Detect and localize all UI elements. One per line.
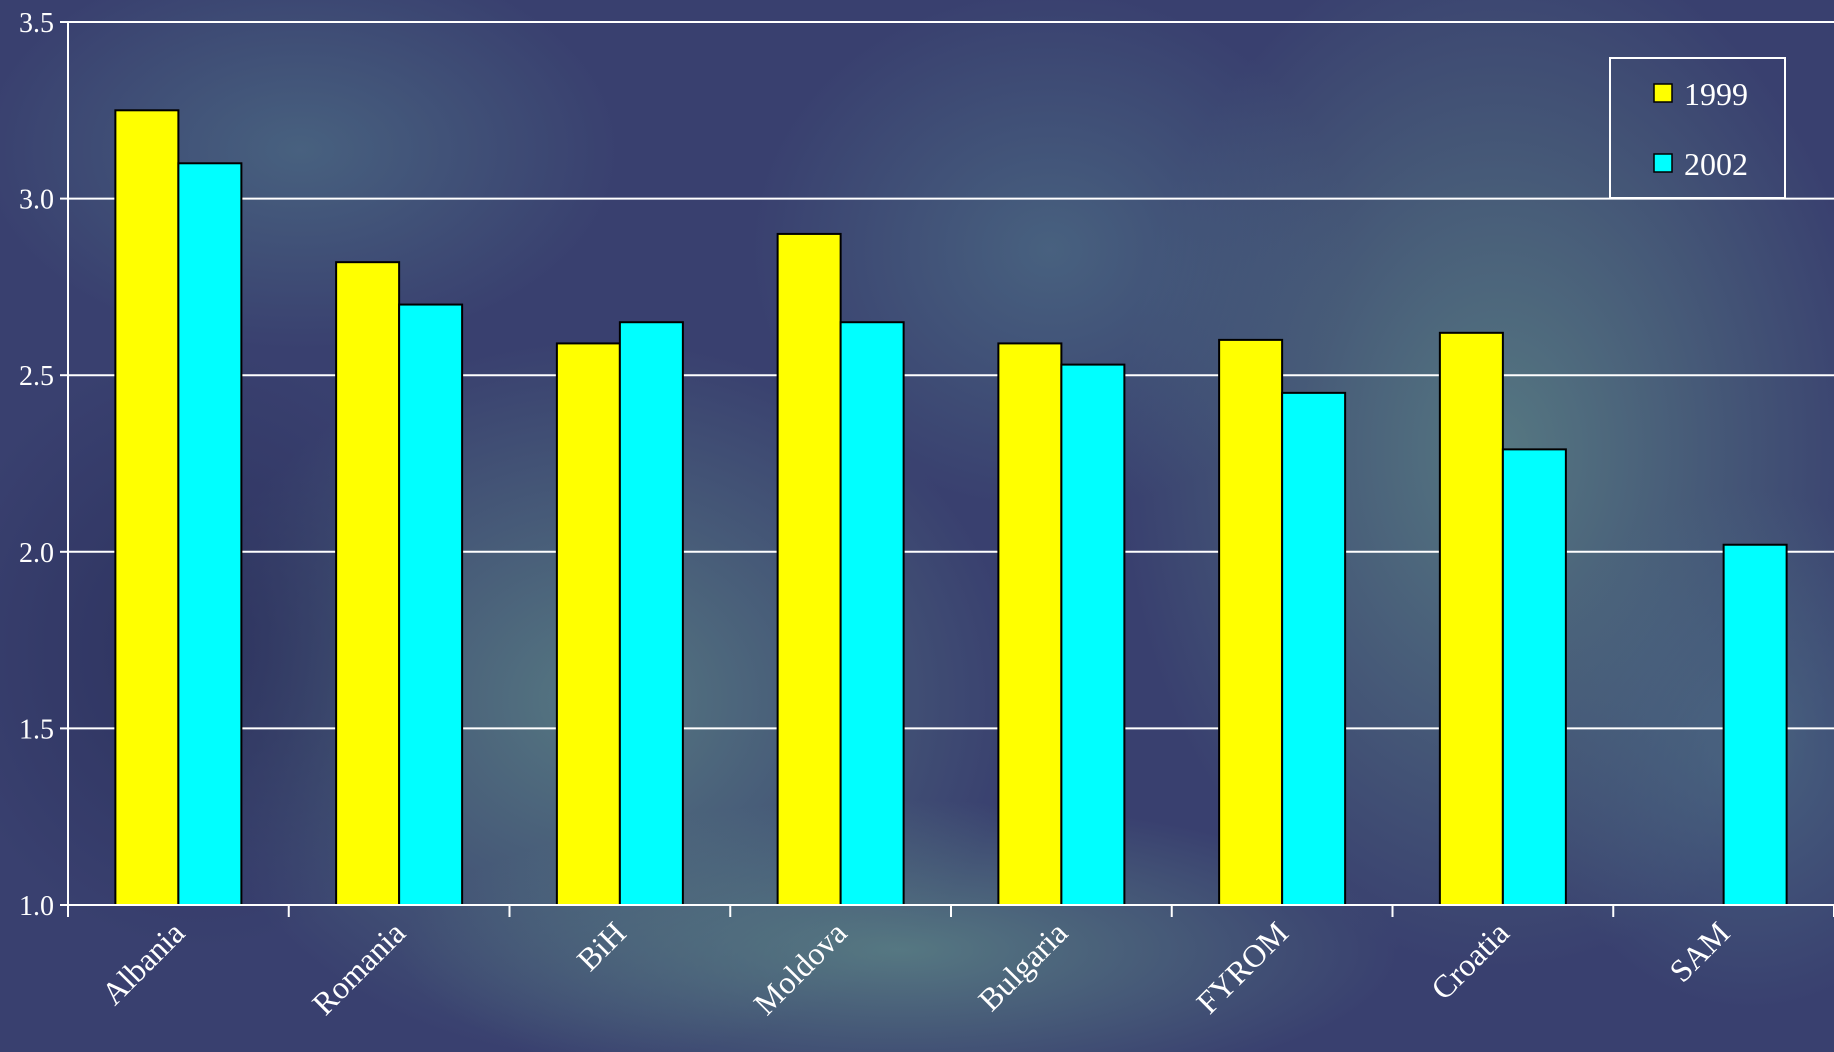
bar-1999-romania bbox=[335, 261, 401, 906]
legend-swatch-2002 bbox=[1653, 153, 1673, 173]
bar-1999-croatia bbox=[1438, 331, 1504, 907]
y-tick-label: 3.0 bbox=[19, 185, 54, 216]
y-tick-label: 2.5 bbox=[19, 361, 54, 392]
bar-2002-bih bbox=[618, 321, 684, 907]
x-tick-label: Bulgaria bbox=[971, 914, 1074, 1017]
bar-1999-albania bbox=[114, 109, 180, 907]
bar-1999-bih bbox=[555, 342, 621, 906]
x-tick-label: Croatia bbox=[1424, 914, 1516, 1006]
bar-2002-romania bbox=[398, 303, 464, 906]
bar-2002-albania bbox=[177, 162, 243, 906]
bar-2002-bulgaria bbox=[1060, 363, 1126, 906]
grid-lines bbox=[68, 21, 1834, 730]
legend-label-2002: 2002 bbox=[1684, 146, 1748, 182]
legend-label-1999: 1999 bbox=[1684, 76, 1748, 112]
x-tick-label: Albania bbox=[94, 914, 191, 1011]
bar-2002-croatia bbox=[1501, 448, 1567, 906]
x-tick-label: BiH bbox=[570, 914, 633, 977]
y-tick-label: 2.0 bbox=[19, 538, 54, 569]
y-tick-label: 1.0 bbox=[19, 891, 54, 922]
bar-2002-moldova bbox=[839, 321, 905, 907]
x-tick-label: SAM bbox=[1662, 914, 1737, 989]
bar-1999-moldova bbox=[776, 232, 842, 907]
legend: 1999 2002 bbox=[1609, 57, 1786, 199]
x-tick-label: Moldova bbox=[746, 914, 853, 1021]
axes bbox=[60, 21, 1834, 917]
x-tick-label: Romania bbox=[305, 914, 412, 1021]
bar-2002-sam bbox=[1722, 543, 1788, 907]
y-tick-label: 1.5 bbox=[19, 714, 54, 745]
bars bbox=[114, 109, 1788, 907]
legend-box bbox=[1609, 57, 1786, 199]
legend-swatch-1999 bbox=[1653, 83, 1673, 103]
bar-1999-fyrom bbox=[1218, 338, 1284, 906]
bar-2002-fyrom bbox=[1281, 391, 1347, 906]
y-tick-label: 3.5 bbox=[19, 8, 54, 39]
x-tick-label: FYROM bbox=[1189, 914, 1295, 1020]
bar-1999-bulgaria bbox=[997, 342, 1063, 906]
